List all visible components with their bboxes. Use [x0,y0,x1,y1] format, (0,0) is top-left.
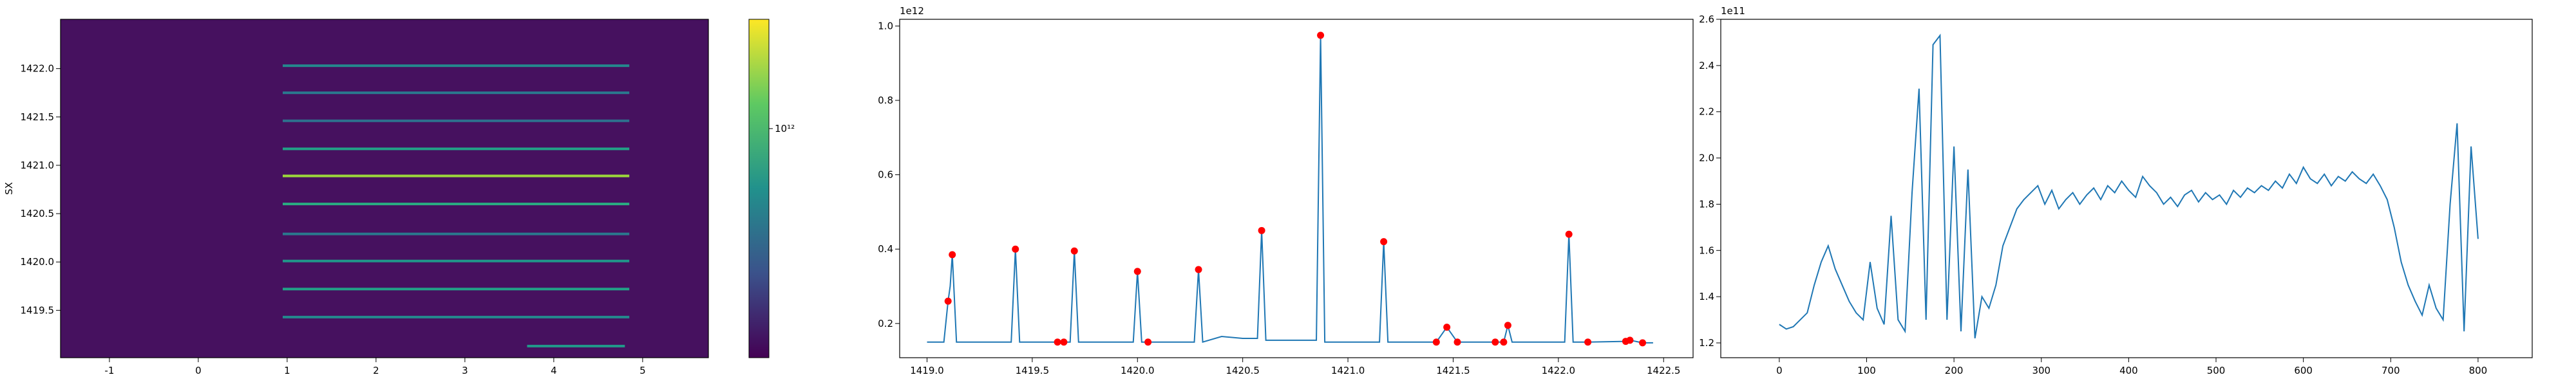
y-tick-label: 2.0 [1699,152,1714,164]
y-tick-label: 1420.5 [21,208,55,219]
y-tick-label: 0.6 [878,169,893,181]
x-tick-label: 0 [195,365,202,376]
plot-area [61,19,708,358]
heatmap-row [282,288,630,291]
x-tick-label: 300 [2032,365,2050,376]
x-tick-label: 1422.0 [1542,365,1576,376]
y-tick-label: 1421.0 [21,160,55,171]
y-tick-label: 1.4 [1699,291,1714,302]
x-tick-label: 1420.5 [1226,365,1260,376]
y-tick-label: 1.8 [1699,198,1714,210]
x-tick-label: 1421.0 [1331,365,1365,376]
peak-marker [1639,339,1647,347]
subplot: 1e11 0 100 200 300 400 500 600 700 800 1.2 1.4 1.6 1.… [1699,5,2533,376]
peak-marker [1054,338,1061,346]
axes-frame [899,19,1694,358]
x-tick-label: 700 [2382,365,2400,376]
x-tick-label: -1 [104,365,114,376]
peak-marker [1317,32,1325,39]
x-tick-label: 1 [284,365,290,376]
x-tick-label: 1421.5 [1436,365,1470,376]
y-tick-label: 1.2 [1699,337,1714,349]
x-tick-label: 600 [2294,365,2313,376]
peak-marker [1443,324,1451,331]
peak-marker [1584,338,1592,346]
x-tick-label: 2 [373,365,379,376]
x-tick-label: 800 [2469,365,2488,376]
colorbar-tick-label: 10¹² [775,123,795,134]
y-tick-label: 0.2 [878,318,893,329]
x-tick-label: 0 [1776,365,1783,376]
heatmap-row [282,315,630,318]
x-tick-label: 500 [2207,365,2226,376]
line-series [927,35,1653,344]
peak-marker [1195,266,1202,273]
peak-marker [949,251,956,259]
y-tick-label: 1419.5 [21,304,55,316]
plot-area [927,32,1653,347]
y-tick-label: 1421.5 [21,111,55,123]
heatmap-row [282,91,630,95]
peak-marker [1432,338,1440,346]
peak-marker [1500,338,1508,346]
y-tick-label: 2.6 [1699,14,1714,25]
heatmap-row [282,147,630,151]
y-tick-label: 2.2 [1699,106,1714,118]
heatmap-row [282,232,630,235]
y-tick-label: 2.4 [1699,60,1714,71]
y-tick-label: 1422.0 [21,63,55,75]
peak-marker [1565,230,1573,238]
y-tick-label: 1420.0 [21,256,55,268]
y-axis-label: SX [3,182,15,195]
axes-frame [60,19,709,358]
x-tick-label: 100 [1857,365,1876,376]
peak-marker [1070,247,1078,255]
heatmap-row [282,259,630,262]
heatmap-row [282,119,630,122]
offset-text: 1e12 [900,5,924,17]
y-tick-label: 0.8 [878,95,893,106]
peak-marker [1012,245,1019,253]
y-tick-label: 1.0 [878,20,893,32]
x-tick-label: 400 [2119,365,2138,376]
y-tick-label: 1.6 [1699,244,1714,256]
peak-marker [944,297,952,305]
offset-text: 1e11 [1721,5,1745,17]
x-tick-label: 200 [1945,365,1964,376]
x-tick-label: 3 [462,365,468,376]
heatmap-row [282,64,630,68]
peak-marker [1258,226,1265,234]
line-series [1779,33,2479,338]
heatmap-row [527,344,625,347]
peak-marker [1492,338,1499,346]
subplot: 1e12 1419.0 1419.5 1420.0 1420.5 1421.0 1421.5… [878,5,1694,376]
x-tick-label: 1422.5 [1647,365,1681,376]
colorbar [748,19,770,358]
peak-marker [1144,338,1152,346]
heatmap-row [282,203,630,206]
y-tick-label: 0.4 [878,243,893,255]
x-tick-label: 5 [639,365,646,376]
peak-marker [1504,322,1511,329]
subplot: 10¹² SX -1 0 1 2 3 4 5 1419.5 1420.0 1420.5 1421.0 14… [3,19,795,376]
peak-marker [1133,268,1141,275]
x-tick-label: 1419.0 [910,365,944,376]
heatmap-row [282,174,630,178]
peak-marker [1060,338,1068,346]
peak-marker [1380,238,1388,246]
peak-marker [1626,336,1634,344]
peak-marker [1454,338,1461,346]
x-tick-label: 1419.5 [1016,365,1050,376]
x-tick-label: 4 [551,365,557,376]
plot-area [1779,33,2479,338]
heatmap-background [61,19,708,358]
axes-frame [1720,19,2533,358]
x-tick-label: 1420.0 [1121,365,1155,376]
